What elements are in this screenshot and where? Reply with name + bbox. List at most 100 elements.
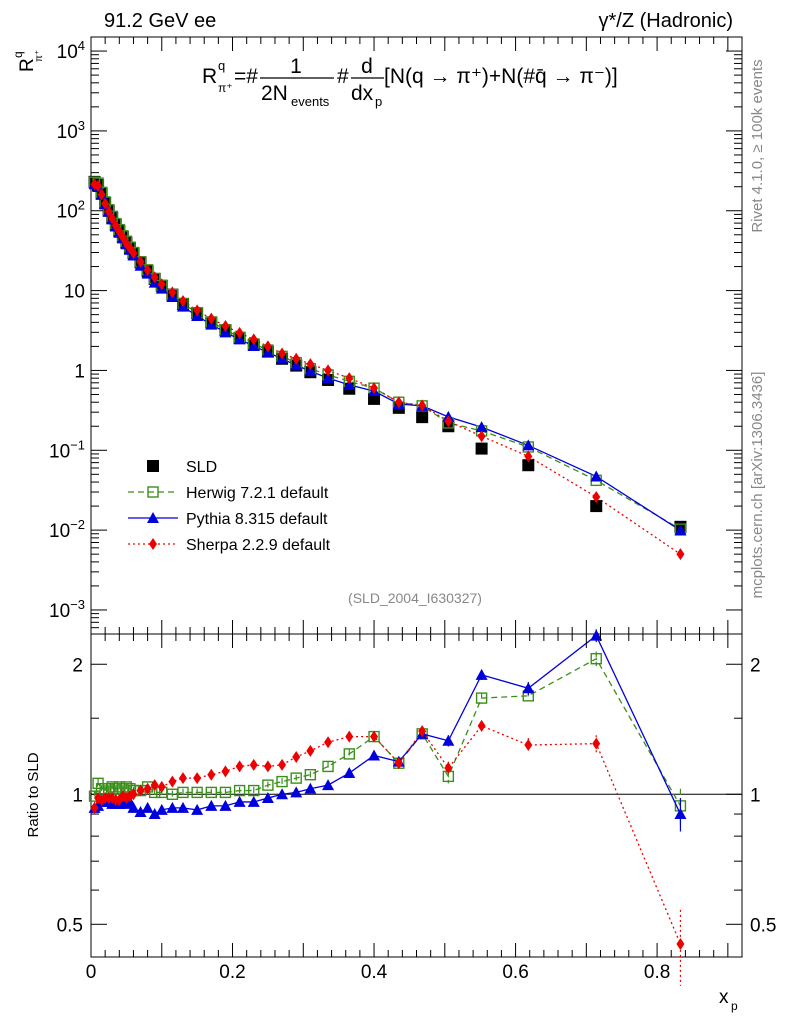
main-y-axis: 10−3 10−2 10−1 1 10 102 103 104 <box>49 38 742 635</box>
ratio-point-sherpa <box>345 730 354 743</box>
y-title-sub: π⁺ <box>34 50 45 62</box>
ratio-series-layer <box>88 629 687 986</box>
main-point-sherpa <box>97 188 106 201</box>
ratio-axes: 0.5 0.5 1 1 2 2 <box>57 655 777 936</box>
ratio-point-sherpa <box>90 801 99 814</box>
ratio-point-sherpa <box>129 788 138 801</box>
main-point-sherpa <box>168 286 177 299</box>
main-ytick-label: 103 <box>57 118 85 143</box>
ratio-line-herwig <box>93 657 682 807</box>
main-point-sherpa <box>477 430 486 443</box>
legend-marker <box>147 486 159 498</box>
main-point-sherpa <box>157 278 166 291</box>
ratio-ytick-label: 2 <box>72 655 83 676</box>
ratio-point-sherpa <box>292 750 301 763</box>
formula-numerator: 1 <box>290 55 302 78</box>
ratio-point-herwig <box>205 786 217 799</box>
ratio-point-sherpa <box>676 938 685 951</box>
main-ytick-label: 1 <box>74 361 85 382</box>
ratio-point-pythia <box>233 795 246 807</box>
main-line-sherpa <box>94 183 681 555</box>
main-point-pythia <box>475 421 488 433</box>
ratio-point-sherpa <box>136 784 145 797</box>
ratio-point-sherpa <box>592 737 601 750</box>
ratio-point-pythia <box>442 734 455 746</box>
ratio-point-pythia <box>205 799 218 811</box>
main-point-pythia <box>522 439 535 451</box>
main-point-pythia <box>304 365 317 377</box>
mcplots-label: mcplots.cern.ch [arXiv:1306.3436] <box>749 372 766 599</box>
main-point-sherpa <box>143 264 152 277</box>
main-line-herwig <box>94 181 681 530</box>
header-energy: 91.2 GeV ee <box>104 10 216 32</box>
main-point-sld <box>590 500 603 513</box>
ratio-point-pythia <box>522 682 535 694</box>
main-point-sherpa <box>193 304 202 317</box>
main-y-axis-title: R q π⁺ <box>11 50 45 72</box>
legend-label: Pythia 8.315 default <box>186 511 328 528</box>
ratio-point-sherpa <box>207 768 216 781</box>
ratio-y-title: Ratio to SLD <box>25 752 42 837</box>
main-ytick-label: 102 <box>57 198 85 223</box>
ratio-point-pythia <box>176 801 189 813</box>
ratio-point-pythia <box>304 782 317 794</box>
main-ytick-label: 10−2 <box>49 517 85 542</box>
y-title-r: R <box>17 58 38 72</box>
main-point-sherpa <box>444 415 453 428</box>
formula-d-denominator: dx <box>351 82 374 105</box>
legend-item-sld: SLD <box>147 459 217 476</box>
main-ytick-label: 10−3 <box>49 597 85 622</box>
main-point-sld <box>475 442 488 455</box>
main-point-sherpa <box>418 399 427 412</box>
ratio-point-sherpa <box>193 772 202 785</box>
main-point-pythia <box>590 470 603 482</box>
ratio-point-pythia <box>155 803 168 815</box>
ratio-point-pythia <box>343 767 356 779</box>
formula-lhs-sup: q <box>218 58 225 73</box>
main-point-sherpa <box>101 197 110 210</box>
main-point-sherpa <box>108 212 117 225</box>
ratio-point-herwig <box>590 653 602 665</box>
ratio-point-herwig <box>475 692 488 704</box>
ratio-point-pythia <box>247 795 260 807</box>
ratio-point-sherpa <box>477 719 486 732</box>
ratio-point-sherpa <box>150 779 159 792</box>
rivet-label: Rivet 4.1.0, ≥ 100k events <box>749 59 766 232</box>
main-point-sherpa <box>676 548 685 561</box>
formula-lhs: R <box>202 65 217 88</box>
main-point-pythia <box>290 359 303 371</box>
main-point-pythia <box>674 524 687 536</box>
ratio-point-pythia <box>166 801 179 813</box>
main-point-sherpa <box>345 372 354 385</box>
main-point-sherpa <box>221 320 230 333</box>
legend-marker <box>147 512 159 523</box>
ratio-point-pythia <box>191 803 204 815</box>
x-tick-label: 0 <box>86 962 97 983</box>
x-title-x: x <box>719 987 729 1008</box>
main-point-sherpa <box>306 358 315 371</box>
ratio-point-herwig <box>248 784 260 797</box>
legend: SLD Herwig 7.2.1 default Pythia 8.315 defa… <box>128 459 331 554</box>
ratio-point-pythia <box>368 749 381 761</box>
main-point-sld <box>416 411 429 424</box>
ratio-point-sherpa <box>278 758 287 771</box>
ratio-point-herwig <box>276 775 288 788</box>
analysis-id: (SLD_2004_I630327) <box>348 590 482 606</box>
header-process: γ*/Z (Hadronic) <box>599 10 733 32</box>
ratio-point-pythia <box>475 668 488 680</box>
formula-d-numerator: d <box>361 55 373 78</box>
ratio-point-herwig <box>304 768 317 781</box>
formula-eq: =# <box>234 65 258 88</box>
legend-label: Sherpa 2.2.9 default <box>186 537 331 554</box>
main-point-pythia <box>247 340 260 352</box>
main-point-pythia <box>343 378 356 390</box>
ratio-point-pythia <box>322 779 335 791</box>
ratio-point-herwig <box>322 760 334 773</box>
main-point-sherpa <box>249 333 258 346</box>
main-point-sherpa <box>207 312 216 325</box>
ratio-point-herwig <box>233 784 246 797</box>
legend-item-herwig: Herwig 7.2.1 default <box>128 485 329 502</box>
main-point-sherpa <box>278 347 287 360</box>
main-point-sherpa <box>104 205 113 218</box>
